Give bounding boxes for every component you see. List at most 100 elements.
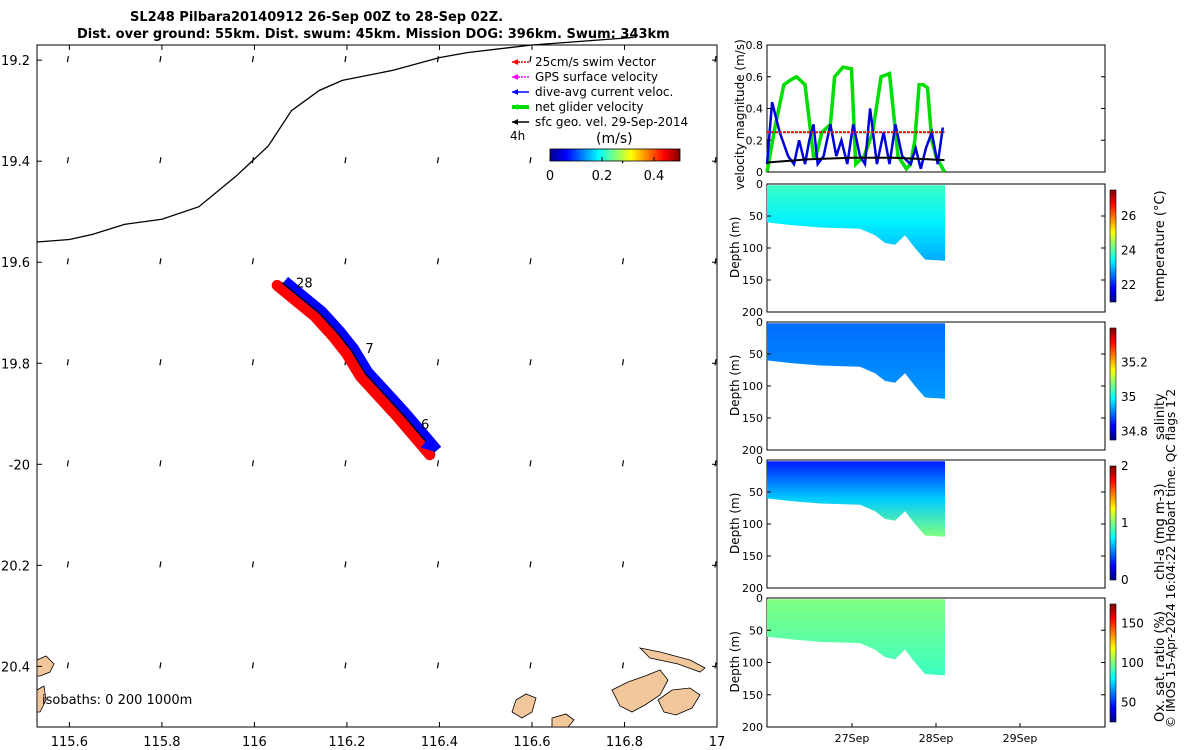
section-y-tick-label: 100 <box>742 242 763 255</box>
island <box>638 647 706 673</box>
current-arrow <box>159 561 162 568</box>
island <box>611 669 669 713</box>
current-arrow <box>621 258 625 265</box>
current-arrow <box>66 258 69 265</box>
current-arrow <box>251 662 255 669</box>
section-temperature: 0 50 100 150 200 Depth (m) 22 24 26 temperature (… <box>728 178 1168 319</box>
current-arrow <box>714 359 717 366</box>
section-colorbar-label: salinity <box>1153 393 1168 440</box>
section-colorbar-tick: 26 <box>1121 209 1136 223</box>
legend-entry: GPS surface velocity <box>535 70 658 84</box>
section-y-tick-label: 200 <box>742 306 763 319</box>
velocity-series <box>765 65 947 173</box>
map-y-tick-label: -20 <box>9 458 30 473</box>
section-colorbar-tick: 150 <box>1121 617 1144 631</box>
current-arrow <box>529 157 532 164</box>
current-arrow <box>714 460 717 467</box>
velocity-ylabel: velocity magnitude (m/s) <box>733 39 747 190</box>
map-x-tick-label: 116.2 <box>328 735 365 750</box>
current-arrow <box>621 561 625 568</box>
section-y-tick-label: 100 <box>742 518 763 531</box>
section-data <box>767 323 945 399</box>
current-arrow <box>344 460 347 467</box>
time-x-tick-label: 29Sep <box>1003 732 1038 745</box>
track-line <box>281 281 436 453</box>
legend-arrowhead <box>512 74 518 80</box>
current-arrow <box>621 460 625 467</box>
velocity-y-ticks: 0 0.2 0.4 0.6 0.8 <box>746 39 1105 179</box>
time-x-tick-label: 28Sep <box>919 732 954 745</box>
track-day-label: 6 <box>421 418 429 433</box>
current-arrow <box>66 561 69 568</box>
section-data <box>767 185 945 261</box>
map-x-ticks: 115.6 115.8 116 116.2 116.4 116.6 116.8 17 <box>51 45 725 750</box>
section-colorbar-tick: 2 <box>1121 459 1129 473</box>
legend-arrowhead <box>512 59 518 65</box>
velocity-y-tick-label: 0 <box>756 166 763 179</box>
section-colorbar-tick: 0 <box>1121 573 1129 587</box>
current-arrow <box>344 56 347 63</box>
current-arrow <box>159 662 162 669</box>
velocity-panel: 0 0.2 0.4 0.6 0.8 velocity magnitude (m/s) <box>733 39 1106 190</box>
section-y-tick-label: 0 <box>756 316 763 329</box>
current-arrow <box>344 157 347 164</box>
velocity-series-line <box>765 101 945 170</box>
section-y-tick-label: 150 <box>742 412 763 425</box>
isobath-line <box>36 36 634 243</box>
current-arrow <box>159 157 162 164</box>
section-colorbar-tick: 1 <box>1121 516 1129 530</box>
current-arrow <box>436 258 440 265</box>
map-x-tick-label: 115.8 <box>143 735 180 750</box>
land-islands <box>36 647 706 728</box>
section-colorbar-tick: 22 <box>1121 278 1136 292</box>
current-arrow <box>66 359 69 366</box>
map-x-tick-label: 116.6 <box>513 735 550 750</box>
current-arrow <box>436 56 440 63</box>
map-y-tick-label: 19.6 <box>1 256 30 271</box>
track-arrowhead <box>420 437 435 452</box>
current-arrow <box>344 662 347 669</box>
velocity-y-tick-label: 0.2 <box>746 134 764 147</box>
section-y-tick-label: 100 <box>742 657 763 670</box>
colorbar-tick-label: 0 <box>546 169 554 184</box>
section-y-tick-label: 50 <box>749 348 763 361</box>
current-arrow <box>66 157 69 164</box>
current-arrow <box>251 460 255 467</box>
map-y-tick-label: 19.2 <box>1 54 30 69</box>
title-line-2: Dist. over ground: 55km. Dist. swum: 45k… <box>77 27 670 42</box>
map-y-ticks: 19.2 19.4 19.6 19.8 -20 20.2 20.4 <box>1 54 717 675</box>
section-colorbar-tick: 100 <box>1121 656 1144 670</box>
legend-entry: 25cm/s swim vector <box>535 55 656 69</box>
legend-arrowhead <box>512 119 518 125</box>
current-arrow <box>159 56 162 63</box>
current-arrow <box>714 662 717 669</box>
section-y-tick-label: 0 <box>756 592 763 605</box>
legend-entry: dive-avg current veloc. <box>535 85 673 99</box>
section-y-tick-label: 200 <box>742 444 763 457</box>
colorbar-units: (m/s) <box>596 131 633 147</box>
glider-track <box>271 276 442 461</box>
map-y-tick-label: 20.4 <box>1 660 30 675</box>
legend-entry: sfc geo. vel. 29-Sep-2014 <box>535 115 688 129</box>
track-day-label: 28 <box>296 276 313 291</box>
current-arrow <box>436 359 440 366</box>
current-arrow <box>436 460 440 467</box>
current-arrow <box>436 561 440 568</box>
current-arrow <box>529 561 532 568</box>
section-colorbar-tick: 34.8 <box>1121 424 1148 438</box>
island <box>36 655 55 677</box>
section-y-tick-label: 100 <box>742 380 763 393</box>
section-ylabel: Depth (m) <box>728 217 742 278</box>
island <box>36 685 47 713</box>
map-x-tick-label: 116.4 <box>421 735 458 750</box>
current-arrow <box>621 56 625 63</box>
velocity-series-line <box>766 156 945 164</box>
current-arrow <box>251 561 255 568</box>
current-arrow <box>251 56 255 63</box>
current-arrow <box>66 56 69 63</box>
track-day-label: 7 <box>365 342 373 357</box>
section-y-tick-label: 200 <box>742 721 763 734</box>
speed-colorbar-ticks: 0 0.2 0.4 <box>546 157 664 184</box>
